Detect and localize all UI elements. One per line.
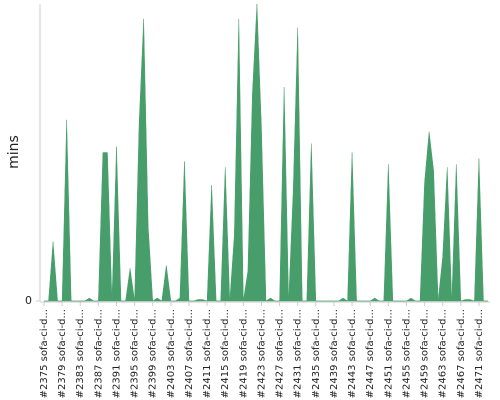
x-tick-label: #2443 sofa-ci-d... [347,309,358,398]
x-tick-label: #2383 sofa-ci-d... [75,309,86,398]
x-tick-label: #2423 sofa-ci-d... [256,309,267,398]
x-tick-label: #2471 sofa-ci-d... [474,309,485,398]
x-tick-label: #2439 sofa-ci-d... [329,309,340,398]
x-tick-label: #2391 sofa-ci-d... [111,309,122,398]
x-tick-label: #2451 sofa-ci-d... [383,309,394,398]
x-tick-label: #2407 sofa-ci-d... [184,309,195,398]
area [44,3,488,302]
x-tick-label: #2431 sofa-ci-d... [293,309,304,398]
y-tick-label: 0 [25,294,32,307]
x-tick-label: #2403 sofa-ci-d... [166,309,177,398]
x-tick-label: #2375 sofa-ci-d... [39,309,50,398]
x-tick-label: #2455 sofa-ci-d... [401,309,412,398]
x-tick-label: #2411 sofa-ci-d... [202,309,213,398]
x-tick-label: #2435 sofa-ci-d... [311,309,322,398]
x-tick-label: #2419 sofa-ci-d... [238,309,249,398]
x-tick-label: #2463 sofa-ci-d... [438,309,449,398]
x-tick-label: #2447 sofa-ci-d... [365,309,376,398]
y-axis-label: mins [6,135,22,169]
x-tick-label: #2467 sofa-ci-d... [456,309,467,398]
x-tick-label: #2459 sofa-ci-d... [420,309,431,398]
x-tick-label: #2395 sofa-ci-d... [130,309,141,398]
x-tick-label: #2399 sofa-ci-d... [148,309,159,398]
x-tick-label: #2415 sofa-ci-d... [220,309,231,398]
x-tick-label: #2379 sofa-ci-d... [57,309,68,398]
x-tick-label: #2427 sofa-ci-d... [275,309,286,398]
x-tick-label: #2387 sofa-ci-d... [93,309,104,398]
